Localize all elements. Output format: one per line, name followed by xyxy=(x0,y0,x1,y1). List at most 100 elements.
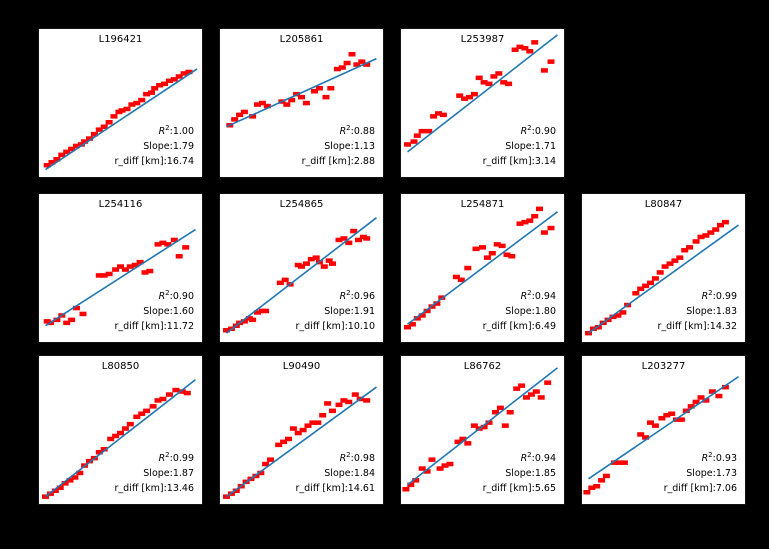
data-point xyxy=(231,117,239,122)
fit-line xyxy=(226,57,377,128)
data-point xyxy=(425,128,433,134)
data-point xyxy=(493,242,501,247)
data-point xyxy=(95,450,103,455)
data-point xyxy=(651,276,659,281)
fit-line xyxy=(588,224,739,334)
data-point xyxy=(105,271,113,277)
r-squared-symbol: R xyxy=(158,291,166,302)
data-point xyxy=(363,236,371,241)
rdiff-stat: r_diff [km]:13.46 xyxy=(114,483,194,494)
data-point xyxy=(452,274,460,280)
data-point xyxy=(285,436,292,442)
data-point xyxy=(95,127,103,132)
data-point xyxy=(531,214,539,219)
fit-line xyxy=(407,34,558,153)
data-point xyxy=(325,258,333,263)
data-point xyxy=(131,262,139,268)
data-point xyxy=(404,142,411,147)
data-point xyxy=(281,277,289,283)
stats-block: R2:1.00 Slope:1.79 r_diff [km]:16.74 xyxy=(115,124,194,169)
data-point xyxy=(446,461,454,467)
data-point xyxy=(436,466,444,471)
fit-line xyxy=(407,367,558,486)
subplot-title: L203277 xyxy=(641,361,686,372)
data-point xyxy=(697,234,705,240)
data-point xyxy=(527,392,535,397)
stats-block: R2:0.96 Slope:1.91 r_diff [km]:10.10 xyxy=(296,289,375,334)
data-point xyxy=(121,267,129,272)
data-point xyxy=(314,420,322,425)
data-point xyxy=(516,44,524,50)
data-point xyxy=(459,436,467,442)
data-point xyxy=(133,414,141,419)
data-point xyxy=(702,233,710,238)
data-point xyxy=(249,114,257,119)
data-point xyxy=(702,398,710,403)
data-point xyxy=(637,286,645,291)
subplot-title: L80850 xyxy=(101,361,140,372)
slope-stat: Slope:1.79 xyxy=(143,141,194,152)
rdiff-stat: r_diff [km]:5.65 xyxy=(482,483,556,494)
data-point xyxy=(312,255,320,260)
data-point xyxy=(61,481,69,486)
data-point xyxy=(466,94,473,100)
data-point xyxy=(692,399,700,405)
r2-stat: R2:0.98 xyxy=(339,450,375,464)
data-point xyxy=(418,313,426,318)
data-point xyxy=(68,317,76,323)
data-point xyxy=(175,254,183,259)
data-point xyxy=(110,114,118,119)
data-point xyxy=(351,392,359,397)
data-point xyxy=(232,488,240,493)
data-point xyxy=(320,264,328,269)
plot-area xyxy=(404,206,558,330)
data-point xyxy=(299,427,307,433)
data-point xyxy=(583,490,591,495)
data-point xyxy=(159,396,167,402)
data-point xyxy=(156,83,164,88)
data-point xyxy=(505,81,513,87)
data-point xyxy=(302,261,310,266)
plot-area xyxy=(43,68,198,171)
r2-stat: R2:0.93 xyxy=(701,450,737,464)
data-point xyxy=(503,252,511,257)
data-point xyxy=(708,389,716,394)
data-point xyxy=(428,457,436,462)
data-point xyxy=(86,458,93,464)
data-point xyxy=(322,94,330,100)
data-point xyxy=(283,102,291,107)
r2-stat: R2:0.94 xyxy=(520,450,556,464)
data-point xyxy=(666,261,674,266)
data-point xyxy=(687,404,695,409)
data-point xyxy=(42,494,49,499)
data-point xyxy=(79,311,87,317)
data-point xyxy=(585,330,592,336)
rdiff-stat: r_diff [km]:14.61 xyxy=(295,483,375,494)
data-point xyxy=(100,273,108,278)
r2-stat: R2:0.90 xyxy=(520,123,556,137)
data-point xyxy=(90,131,98,137)
plot-area xyxy=(402,367,558,492)
data-point xyxy=(671,258,679,263)
data-point xyxy=(521,219,529,225)
rdiff-stat: r_diff [km]:6.49 xyxy=(482,321,556,332)
data-point xyxy=(532,389,540,394)
data-point xyxy=(136,259,144,265)
data-point xyxy=(335,402,343,408)
data-point xyxy=(340,236,348,241)
data-point xyxy=(651,423,659,428)
data-point xyxy=(423,469,431,474)
r-squared-symbol: R xyxy=(158,126,166,137)
subplot-L196421: L196421 R2:1.00 Slope:1.79 r_diff [km]:1… xyxy=(38,28,203,178)
data-point xyxy=(329,261,336,266)
data-point xyxy=(358,59,366,64)
r-squared-symbol: R xyxy=(701,453,709,464)
data-point xyxy=(73,143,80,149)
rdiff-stat: r_diff [km]:7.06 xyxy=(663,483,737,494)
plot-area xyxy=(223,386,377,499)
slope-stat: Slope:1.60 xyxy=(143,306,194,317)
r-squared-symbol: R xyxy=(158,453,166,464)
data-point xyxy=(275,442,283,448)
data-point xyxy=(141,270,149,275)
data-point xyxy=(143,408,151,414)
